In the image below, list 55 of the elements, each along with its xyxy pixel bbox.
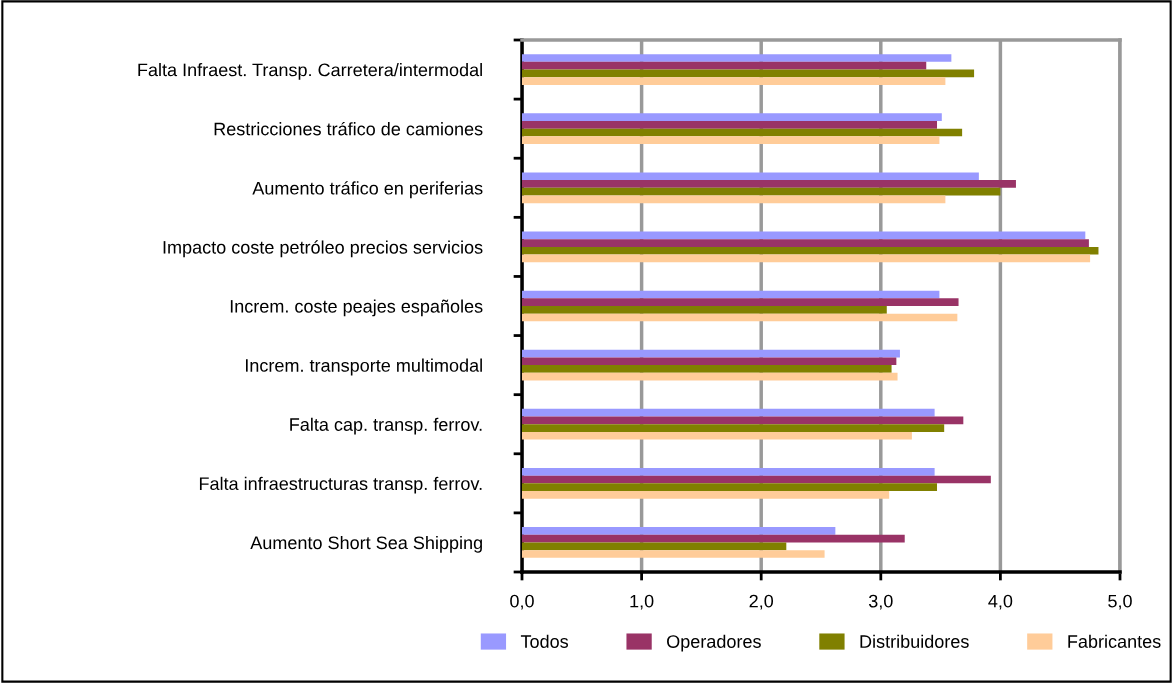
x-tick-label: 0,0 [510, 594, 534, 610]
y-tick-label: Falta Infraest. Transp. Carretera/intermodal [138, 63, 482, 80]
bar [522, 128, 963, 137]
bar [522, 357, 897, 366]
bar [522, 424, 945, 432]
bar [522, 231, 1086, 240]
bar [522, 239, 1089, 247]
x-tick-label: 1,0 [630, 594, 654, 610]
bar [522, 172, 979, 181]
bar [522, 136, 940, 145]
bar [522, 77, 946, 85]
x-tick-label: 3,0 [868, 594, 893, 610]
x-tick-label: 4,0 [988, 594, 1013, 610]
bar [522, 306, 887, 314]
bar [522, 550, 825, 558]
bar [522, 113, 942, 121]
bar [522, 527, 836, 535]
legend-label: Distribuidores [860, 634, 969, 648]
bar [522, 290, 940, 299]
bar [522, 349, 900, 358]
bar [522, 187, 1001, 196]
bar [522, 491, 890, 499]
bar [522, 120, 938, 129]
bar [522, 534, 905, 543]
bar [522, 180, 1016, 188]
bar [522, 69, 975, 78]
y-tick-label: Increm. coste peajes españoles [230, 299, 483, 317]
bar [522, 416, 964, 425]
bar [522, 467, 935, 476]
bar [522, 475, 991, 484]
y-tick-label: Falta cap. transp. ferrov. [290, 417, 482, 435]
legend-label: Todos [520, 634, 569, 648]
y-tick-label: Increm. transporte multimodal [245, 358, 482, 376]
bar [522, 372, 898, 381]
bar [522, 246, 1099, 255]
y-tick-label: Restricciones tráfico de camiones [214, 121, 483, 136]
legend-label: Fabricantes [1068, 634, 1161, 648]
x-tick-label: 5,0 [1108, 594, 1132, 610]
bar [522, 254, 1091, 263]
bar [522, 408, 935, 417]
bar [522, 542, 787, 551]
bar [522, 298, 959, 306]
x-tick-label: 2,0 [749, 594, 774, 610]
bar [522, 195, 946, 204]
legend-label: Operadores [667, 634, 761, 652]
bar [522, 61, 927, 70]
y-tick-label: Impacto coste petróleo precios servicios [163, 240, 483, 258]
bar [522, 483, 938, 492]
bar [522, 365, 892, 373]
y-tick-label: Aumento tráfico en periferias [252, 181, 483, 199]
bar [522, 54, 952, 62]
bar [522, 313, 958, 322]
y-tick-label: Aumento Short Sea Shipping [250, 535, 482, 553]
bar [522, 431, 912, 440]
y-tick-label: Falta infraestructuras transp. ferrov. [199, 476, 482, 494]
